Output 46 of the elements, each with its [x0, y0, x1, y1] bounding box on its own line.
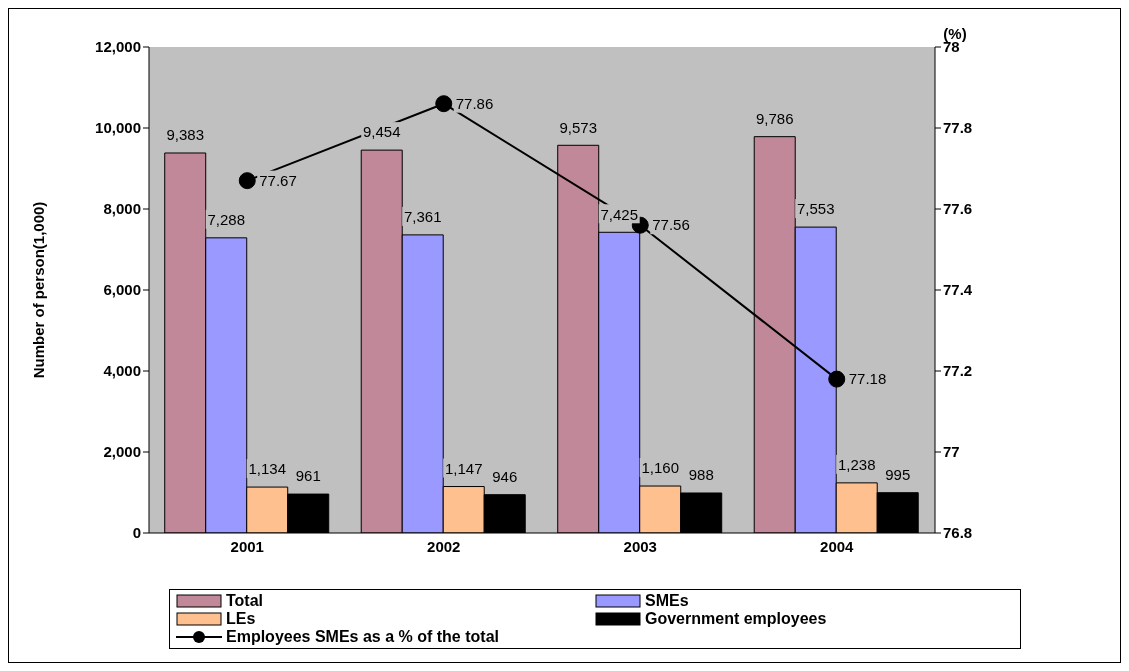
y-tick-label: 0	[132, 524, 141, 542]
data-label: 9,573	[559, 118, 597, 136]
x-tick-label: 2001	[230, 537, 264, 555]
data-label: 1,238	[837, 456, 876, 474]
data-label: 1,134	[248, 460, 286, 478]
legend-label: SMEs	[645, 592, 689, 610]
y-tick-label: 2,000	[103, 443, 141, 461]
x-tick-label: 2003	[623, 537, 657, 555]
x-tick-label: 2002	[427, 537, 461, 555]
data-label: 77.67	[259, 171, 297, 189]
point	[435, 95, 453, 113]
data-label: 7,288	[207, 211, 245, 229]
data-label: 7,425	[600, 205, 638, 223]
data-label: 1,160	[641, 459, 679, 477]
data-label: 961	[295, 467, 321, 485]
data-label: 7,361	[403, 208, 442, 226]
y2-tick-label: 77	[943, 443, 960, 461]
y-tick-label: 10,000	[95, 119, 141, 137]
legend-label: Government employees	[645, 610, 827, 628]
point	[238, 172, 256, 190]
data-label: 9,454	[362, 123, 401, 141]
data-label: 988	[688, 466, 714, 484]
legend-label: Employees SMEs as a % of the total	[226, 628, 499, 646]
y-tick-label: 8,000	[103, 200, 141, 218]
y-tick-label: 12,000	[95, 38, 141, 56]
data-label: 9,786	[755, 109, 794, 127]
x-tick-label: 2004	[820, 537, 855, 555]
data-label: 77.56	[652, 216, 690, 234]
data-label: 77.86	[455, 94, 494, 112]
y-tick-label: 6,000	[103, 281, 141, 299]
data-label: 995	[885, 465, 911, 483]
data-label: 1,147	[444, 459, 483, 477]
y2-tick-label: 77.8	[943, 119, 973, 137]
data-label: 946	[492, 467, 518, 485]
data-label: 9,383	[166, 126, 204, 144]
y2-tick-label: 77.2	[943, 362, 973, 380]
legend-label: Total	[226, 592, 264, 610]
data-label: 7,553	[796, 200, 835, 218]
y2-tick-label: 76.8	[943, 524, 973, 542]
y2-tick-label: 77.6	[943, 200, 973, 218]
point	[828, 370, 846, 388]
data-label: 77.18	[848, 370, 887, 388]
y-tick-label: 4,000	[103, 362, 141, 380]
y-axis-title: Number of person(1,000)	[30, 201, 48, 379]
y2-tick-label: 77.4	[943, 281, 973, 299]
legend-label: LEs	[226, 610, 256, 628]
